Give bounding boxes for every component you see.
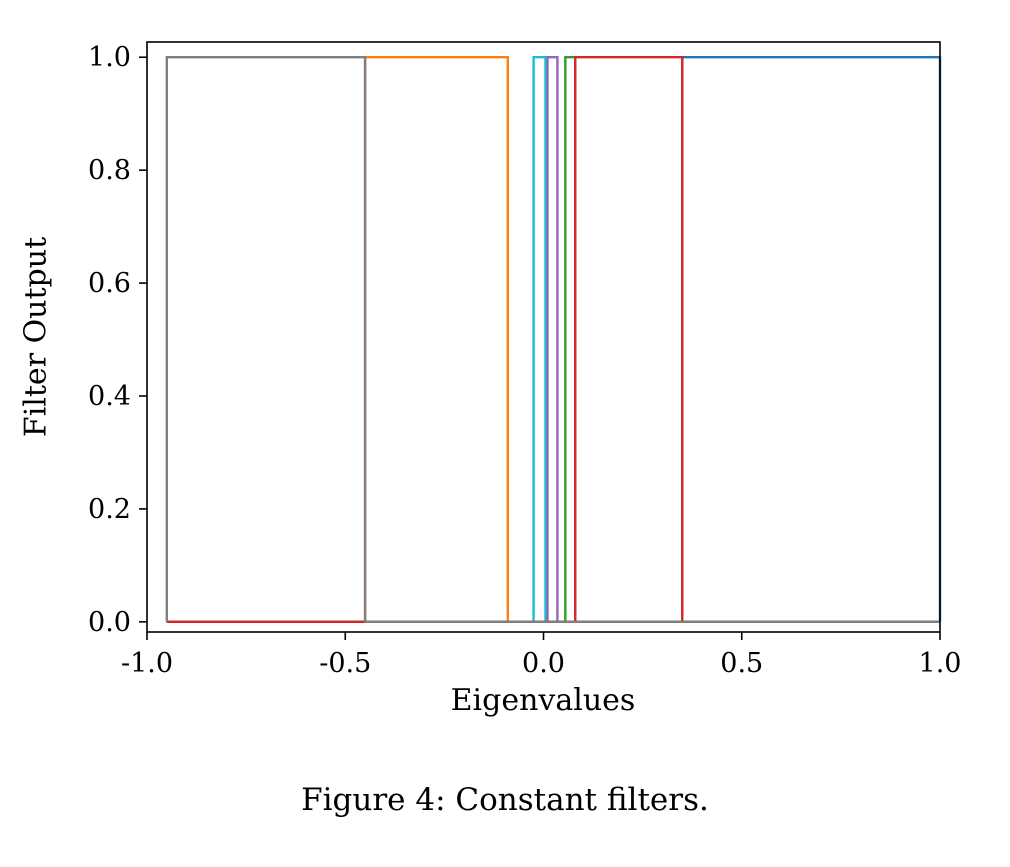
- y-tick-label: 0.6: [88, 268, 131, 299]
- series-purple-filter: [166, 56, 940, 623]
- series-orange-filter: [166, 56, 940, 623]
- x-tick-label: 0.0: [522, 648, 565, 679]
- y-tick-label: 1.0: [88, 42, 131, 73]
- y-tick-label: 0.2: [88, 494, 131, 525]
- y-tick-label: 0.4: [88, 381, 131, 412]
- axes-spines: [146, 41, 941, 633]
- series-blue-filter: [166, 56, 942, 623]
- figure-caption: Figure 4: Constant filters.: [301, 782, 709, 818]
- series-gray-filter: [165, 56, 940, 623]
- series-red-filter: [166, 56, 940, 623]
- x-tick-label: 0.5: [720, 648, 763, 679]
- y-tick-label: 0.0: [88, 607, 131, 638]
- constant-filters-chart: -1.0 -0.5 0.0 0.5 1.0 0.0 0.2 0.4 0.6 0.8 1.0: [88, 41, 962, 679]
- x-axis-label: Eigenvalues: [450, 683, 636, 718]
- series-cyan-filter: [166, 56, 940, 623]
- y-axis-label: Filter Output: [18, 236, 54, 438]
- x-tick-label: 1.0: [919, 648, 962, 679]
- x-tick-label: -0.5: [319, 648, 371, 679]
- x-tick-label: -1.0: [121, 648, 173, 679]
- y-tick-label: 0.8: [88, 155, 131, 186]
- series-green-filter: [166, 56, 940, 623]
